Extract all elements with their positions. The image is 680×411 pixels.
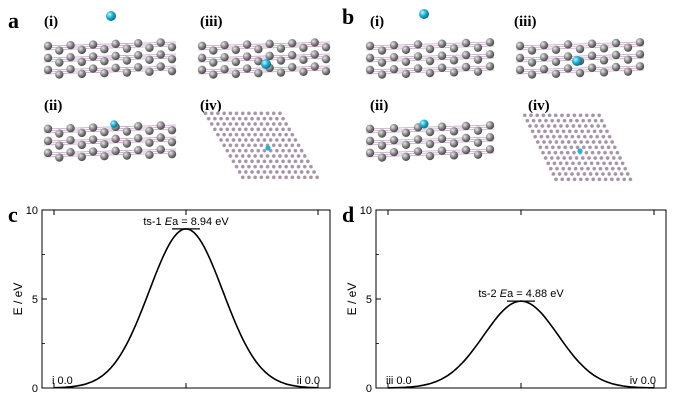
- sublabel-b-ii: (ii): [370, 98, 388, 114]
- y-axis-title: E / eV: [345, 283, 359, 316]
- barrier-label: ts-2 Ea = 4.88 eV: [478, 288, 564, 300]
- panel-letter-d: d: [342, 202, 354, 227]
- sublabel-a-iv: (iv): [200, 98, 222, 114]
- y-axis-title: E / eV: [11, 283, 25, 316]
- adatom-ball: [572, 56, 582, 66]
- ea-sub: a: [172, 216, 179, 228]
- energy-curve: [54, 228, 318, 389]
- sublabel-a-i: (i): [44, 14, 58, 30]
- structure-a-iv: [203, 111, 320, 180]
- sublabel-a-iii: (iii): [200, 14, 223, 30]
- y-tick-label: 10: [360, 205, 372, 217]
- adatom-dot: [577, 148, 583, 154]
- ea-symbol: E: [500, 288, 508, 300]
- y-tick-label: 0: [366, 383, 372, 395]
- y-tick-label: 10: [26, 205, 38, 217]
- adatom-ball: [261, 59, 271, 69]
- sublabel-b-iv: (iv): [528, 98, 550, 114]
- structure-b-iii: [515, 38, 645, 79]
- energy-curve: [387, 300, 655, 389]
- structure-a-i: [43, 11, 177, 79]
- structure-illustrations: [43, 9, 645, 182]
- barrier-value: = 8.94 eV: [178, 216, 229, 228]
- structure-b-ii: [365, 119, 495, 162]
- adatom-ball: [110, 120, 118, 128]
- barrier-label: ts-1 Ea = 8.94 eV: [143, 216, 229, 228]
- structure-a-iii: [197, 38, 331, 79]
- panel-letter-a: a: [8, 8, 19, 33]
- ea-symbol: E: [165, 216, 173, 228]
- barrier-prefix: ts-2: [478, 288, 499, 300]
- structure-b-i: [365, 9, 495, 79]
- sublabel-a-ii: (ii): [44, 98, 62, 114]
- y-tick-label: 5: [366, 294, 372, 306]
- adatom-dot: [265, 145, 271, 151]
- start-state-label: iii 0.0: [386, 375, 412, 387]
- panel-letter-b: b: [342, 4, 354, 29]
- y-tick-label: 0: [32, 383, 38, 395]
- structure-b-iv: [522, 113, 633, 182]
- adatom-ball: [419, 9, 429, 19]
- sublabel-b-i: (i): [370, 14, 384, 30]
- adatom-ball: [106, 11, 116, 21]
- structure-a-ii: [43, 120, 177, 162]
- end-state-label: iv 0.0: [630, 375, 656, 387]
- y-tick-label: 5: [32, 294, 38, 306]
- panel-letter-c: c: [8, 202, 18, 227]
- adatom-ball: [419, 119, 429, 129]
- energy-profile-chart-c: 0 5 10 E / eV ts-1 Ea = 8.94 eV i 0.0 ii 0.0: [11, 205, 331, 395]
- start-state-label: i 0.0: [52, 375, 73, 387]
- sublabel-b-iii: (iii): [514, 14, 537, 30]
- plot-frame: [41, 209, 331, 389]
- barrier-prefix: ts-1: [143, 216, 164, 228]
- ea-sub: a: [507, 288, 514, 300]
- energy-profile-chart-d: 0 5 10 E / eV ts-2 Ea = 4.88 eV iii 0.0 iv 0.0: [345, 205, 667, 395]
- barrier-value: = 4.88 eV: [513, 288, 564, 300]
- end-state-label: ii 0.0: [297, 375, 320, 387]
